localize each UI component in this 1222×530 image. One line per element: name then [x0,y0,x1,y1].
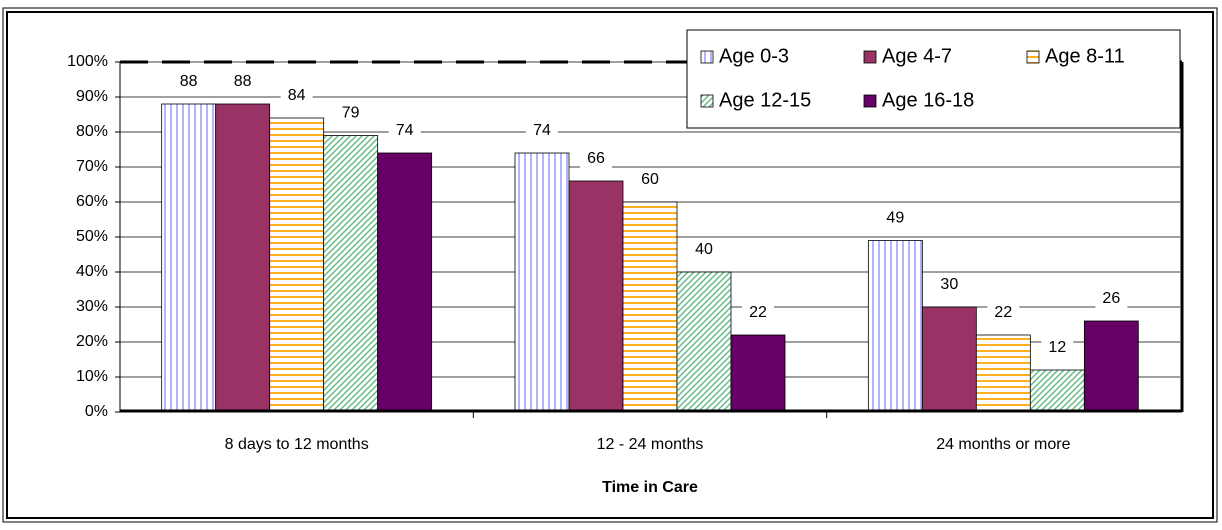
bar [1083,320,1139,413]
data-label: 74 [533,122,551,139]
bar [1029,369,1085,413]
legend-label: Age 0-3 [719,45,789,67]
data-label-bg [172,72,205,92]
bar [921,306,977,413]
data-label: 40 [695,241,713,258]
data-label: 26 [1102,290,1120,307]
data-label: 79 [342,105,360,122]
data-label-bg [388,121,421,141]
data-label: 88 [180,73,198,90]
legend-label: Age 8-11 [1045,45,1125,67]
data-label-bg [688,240,720,260]
data-label: 74 [396,122,414,139]
bar [975,334,1031,413]
legend-swatch [700,50,714,64]
data-label: 12 [1048,339,1066,356]
bar [622,201,678,413]
y-tick-label: 0% [85,403,108,420]
data-label: 49 [886,210,904,227]
data-label-bg [280,86,313,106]
bar [269,117,325,413]
frame-outer [2,7,1218,523]
data-label-bg [879,208,912,229]
x-tick-label: 24 months or more [936,436,1070,453]
y-tick-label: 100% [67,53,108,70]
y-tick-label: 50% [76,228,108,245]
data-label-bg [580,149,612,169]
bar [161,103,217,413]
legend-label: Age 16-18 [882,89,974,111]
legend-label: Age 12-15 [719,89,811,111]
y-tick-label: 70% [76,158,108,175]
data-label: 22 [994,304,1012,321]
bar [215,103,271,413]
data-label-bg [933,275,966,295]
bar [323,135,379,413]
data-label: 60 [641,171,659,188]
x-tick-label: 12 - 24 months [597,436,704,453]
data-label-bg [1095,289,1128,309]
frame-inner [6,11,1214,519]
legend-swatch [863,94,877,108]
bar [867,240,923,413]
data-label: 22 [749,304,767,321]
x-tick-label: 8 days to 12 months [225,436,369,453]
bar [676,271,732,413]
y-tick-label: 10% [76,368,108,385]
bar [514,152,570,413]
data-label-bg [1041,338,1074,358]
bar [377,152,433,413]
data-label-bg [526,121,558,141]
data-label-bg [634,170,666,190]
bar [568,180,624,413]
y-tick-label: 20% [76,333,108,350]
y-tick-label: 30% [76,298,108,315]
y-tick-label: 40% [76,263,108,280]
y-tick-label: 80% [76,123,108,140]
legend-box [686,29,1181,129]
data-label-bg [334,103,367,124]
data-label-bg [742,303,774,323]
data-label: 30 [940,276,958,293]
legend-swatch [1026,50,1040,64]
y-tick-label: 60% [76,193,108,210]
data-label: 88 [234,73,252,90]
y-tick-label: 90% [76,88,108,105]
data-label-bg [987,303,1020,323]
legend-label: Age 4-7 [882,45,952,67]
legend-swatch [700,94,714,108]
bar [730,334,786,413]
x-axis-label: Time in Care [602,479,698,496]
data-label-bg [226,72,259,92]
legend-swatch [863,50,877,64]
data-label: 84 [288,87,306,104]
data-label: 66 [587,150,605,167]
